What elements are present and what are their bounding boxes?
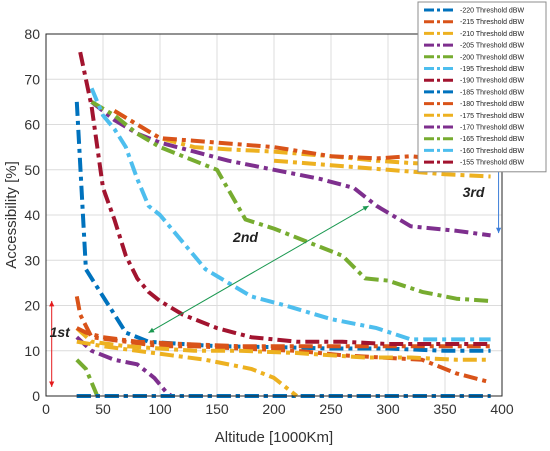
third-range-arrow-head	[496, 227, 502, 234]
x-tick-label: 250	[319, 401, 343, 417]
x-tick-label: 350	[433, 401, 457, 417]
y-tick-label: 80	[24, 26, 40, 42]
annotation-label: 3rd	[463, 184, 485, 200]
legend-entry: -220 Threshold dBW	[460, 8, 524, 15]
series-line-9	[76, 339, 299, 398]
series-line-2	[75, 326, 491, 362]
y-tick-label: 40	[24, 207, 40, 223]
y-tick-label: 0	[32, 388, 40, 404]
legend-entry: -170 Threshold dBW	[460, 125, 524, 132]
legend-entry: -205 Threshold dBW	[460, 43, 524, 50]
legend-box	[417, 1, 547, 173]
legend-entry: -200 Threshold dBW	[460, 54, 524, 61]
annotation-label: 1st	[50, 324, 72, 340]
series-line-4	[75, 358, 100, 397]
first-range-arrow-head	[49, 300, 55, 307]
series-line-3	[75, 335, 173, 398]
legend-entry: -165 Threshold dBW	[460, 136, 524, 143]
y-tick-label: 30	[24, 252, 40, 268]
y-tick-label: 70	[24, 71, 40, 87]
first-range-arrow-head	[49, 381, 55, 387]
plot-frame	[45, 33, 503, 397]
y-tick-label: 50	[24, 162, 40, 178]
legend-entry: -180 Threshold dBW	[460, 101, 524, 108]
x-axis-label: Altitude [1000Km]	[215, 429, 333, 446]
y-tick-label: 20	[24, 298, 40, 314]
legend-entry: -155 Threshold dBW	[460, 160, 524, 167]
annotations: 1st 2nd 3rd	[49, 160, 502, 387]
legend-entry: -215 Threshold dBW	[460, 19, 524, 26]
x-tick-label: 50	[95, 401, 111, 417]
legend: -220 Threshold dBW -215 Threshold dBW -210…	[417, 1, 547, 173]
legend-entry: -185 Threshold dBW	[460, 89, 524, 96]
series-line-12	[89, 87, 491, 342]
series-line-8	[75, 326, 491, 349]
second-range-arrow-head	[362, 205, 369, 211]
y-tick-label: 60	[24, 117, 40, 133]
series-line-10	[90, 100, 491, 238]
legend-entry: -160 Threshold dBW	[460, 148, 524, 155]
x-tick-label: 300	[376, 401, 400, 417]
legend-entry: -190 Threshold dBW	[460, 78, 524, 85]
legend-entry: -175 Threshold dBW	[460, 113, 524, 120]
series-line-1	[74, 296, 492, 385]
annotation-label: 2nd	[232, 229, 258, 245]
series-line-13	[78, 51, 491, 346]
x-tick-label: 200	[262, 401, 286, 417]
series-line-15	[113, 109, 491, 165]
x-tick-label: 400	[490, 401, 514, 417]
tick-labels: 0 50 100 150 200 250 300 350 400 0 10 20 30 40 50 60 70 8…	[24, 26, 513, 417]
series-line-16	[273, 158, 491, 179]
second-range-arrow	[148, 205, 369, 334]
legend-entry: -210 Threshold dBW	[460, 31, 524, 38]
x-tick-label: 0	[42, 401, 50, 417]
x-tick-label: 100	[148, 401, 172, 417]
series-line-11	[90, 100, 491, 303]
second-range-arrow-head	[148, 327, 155, 333]
legend-entry: -195 Threshold dBW	[460, 66, 524, 73]
x-tick-label: 150	[205, 401, 229, 417]
y-axis-label: Accessibility [%]	[3, 161, 20, 269]
y-tick-label: 10	[24, 343, 40, 359]
